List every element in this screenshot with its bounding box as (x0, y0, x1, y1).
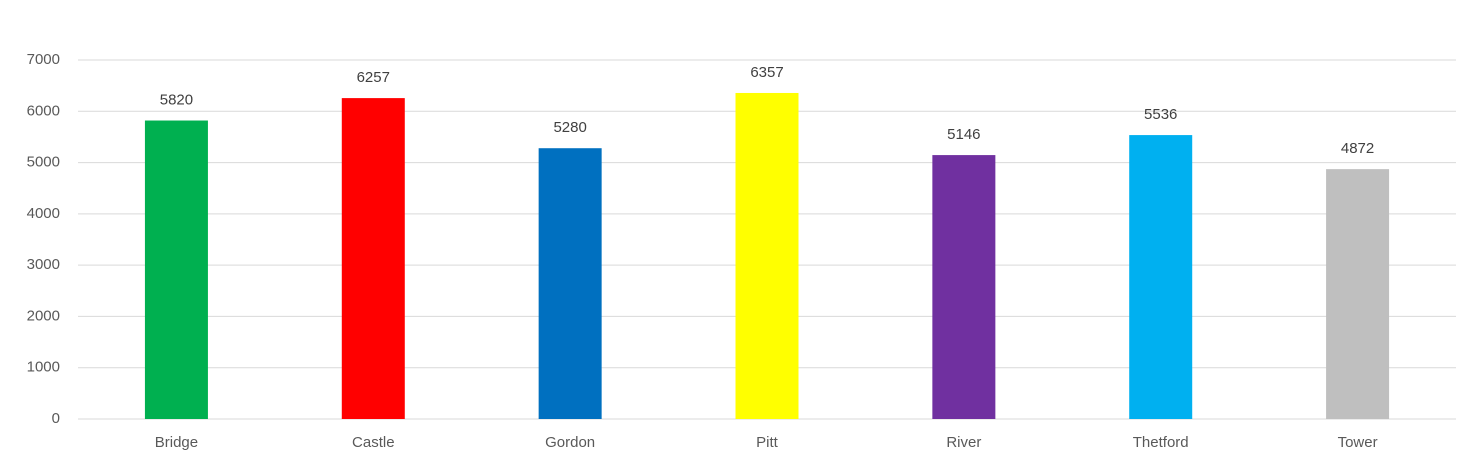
y-tick-label: 0 (52, 410, 60, 427)
y-tick-label: 4000 (27, 205, 60, 222)
y-tick-label: 5000 (27, 154, 60, 171)
y-tick-label: 3000 (27, 256, 60, 273)
x-tick-label: Castle (352, 434, 395, 451)
x-tick-label: River (946, 434, 981, 451)
y-tick-label: 6000 (27, 102, 60, 119)
x-tick-label: Pitt (756, 434, 779, 451)
data-label: 5820 (160, 91, 193, 108)
data-label: 5146 (947, 126, 980, 143)
bar (1326, 169, 1390, 419)
bar (538, 148, 602, 419)
data-label: 5280 (553, 119, 586, 136)
x-tick-label: Gordon (545, 434, 595, 451)
x-tick-label: Tower (1338, 434, 1378, 451)
data-label: 6357 (750, 64, 783, 81)
bar (341, 98, 405, 419)
data-label: 5536 (1144, 106, 1177, 123)
x-tick-label: Thetford (1133, 434, 1189, 451)
bar (735, 92, 799, 419)
x-tick-label: Bridge (155, 434, 198, 451)
data-label: 4872 (1341, 140, 1374, 157)
data-label: 6257 (357, 69, 390, 86)
bar (144, 120, 208, 419)
y-tick-label: 7000 (27, 51, 60, 68)
y-tick-label: 2000 (27, 307, 60, 324)
bar (1129, 135, 1193, 420)
bar (932, 155, 996, 419)
y-tick-label: 1000 (27, 359, 60, 376)
